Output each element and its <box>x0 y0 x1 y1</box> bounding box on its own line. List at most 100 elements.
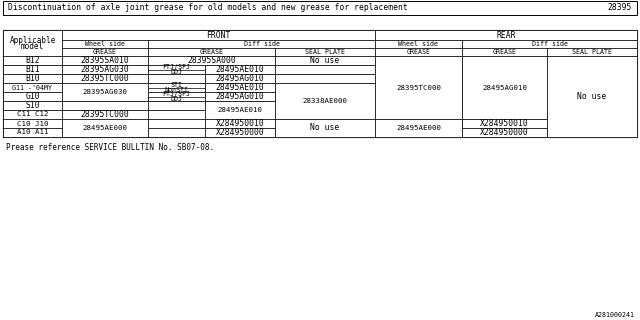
Text: G10: G10 <box>25 92 40 101</box>
Bar <box>62 56 148 65</box>
Bar <box>275 101 375 110</box>
Bar <box>547 110 637 119</box>
Bar <box>205 65 275 74</box>
Bar <box>275 83 375 92</box>
Bar <box>3 83 62 92</box>
Text: Wheel side: Wheel side <box>399 41 438 47</box>
Bar <box>3 1 637 15</box>
Text: Wheel side: Wheel side <box>85 41 125 47</box>
Bar <box>62 65 148 74</box>
Bar <box>3 119 62 128</box>
Bar <box>375 65 462 74</box>
Bar <box>375 48 462 56</box>
Bar <box>375 110 462 119</box>
Text: B11: B11 <box>25 65 40 74</box>
Text: DDJ: DDJ <box>170 96 182 102</box>
Bar <box>205 128 275 137</box>
Bar <box>62 83 148 101</box>
Bar <box>547 56 637 65</box>
Bar <box>205 119 275 128</box>
Bar <box>462 56 547 119</box>
Bar <box>275 83 375 119</box>
Bar <box>462 119 547 128</box>
Bar <box>375 128 462 137</box>
Text: 28338AE000: 28338AE000 <box>303 98 348 104</box>
Bar <box>547 128 637 137</box>
Text: B12: B12 <box>25 56 40 65</box>
Text: 28395SA000: 28395SA000 <box>187 56 236 65</box>
Text: DDJ: DDJ <box>170 69 182 75</box>
Text: X284950010: X284950010 <box>480 119 529 128</box>
Text: Discontinuation of axle joint grease for old models and new grease for replaceme: Discontinuation of axle joint grease for… <box>8 4 408 12</box>
Bar <box>62 101 148 110</box>
Text: A281000241: A281000241 <box>595 312 635 318</box>
Bar <box>275 128 375 137</box>
Bar <box>547 48 637 56</box>
Bar <box>3 110 62 119</box>
Text: Diff side: Diff side <box>243 41 280 47</box>
Text: 28395: 28395 <box>607 4 632 12</box>
Bar <box>462 110 547 119</box>
Text: 28495AE010: 28495AE010 <box>216 65 264 74</box>
Text: A10 A11: A10 A11 <box>17 130 48 135</box>
Text: 28495AG010: 28495AG010 <box>482 84 527 91</box>
Bar <box>3 56 62 65</box>
Bar <box>205 83 275 92</box>
Bar <box>275 56 375 65</box>
Bar <box>3 30 637 137</box>
Bar <box>205 101 275 119</box>
Bar <box>3 65 62 74</box>
Bar <box>148 83 205 92</box>
Bar <box>148 48 275 56</box>
Bar <box>375 56 462 119</box>
Text: REAR: REAR <box>496 30 516 39</box>
Bar <box>275 110 375 119</box>
Text: No use: No use <box>577 92 607 101</box>
Text: C11 C12: C11 C12 <box>17 111 48 117</box>
Bar <box>275 48 375 56</box>
Bar <box>375 101 462 110</box>
Bar <box>148 65 205 74</box>
Bar <box>462 40 637 48</box>
Bar <box>375 119 462 128</box>
Bar <box>148 56 275 65</box>
Bar <box>375 119 462 137</box>
Text: 28495AE000: 28495AE000 <box>83 125 127 131</box>
Bar <box>375 30 637 40</box>
Bar <box>547 56 637 137</box>
Text: GREASE: GREASE <box>93 49 117 55</box>
Bar <box>3 74 62 83</box>
Text: B10: B10 <box>25 74 40 83</box>
Bar <box>3 30 62 56</box>
Bar <box>462 65 547 74</box>
Text: 28395SA010: 28395SA010 <box>81 56 129 65</box>
Bar <box>62 48 148 56</box>
Bar <box>375 56 462 65</box>
Text: GREASE: GREASE <box>493 49 516 55</box>
Bar <box>62 40 148 48</box>
Bar <box>275 92 375 101</box>
Text: 28495AE010: 28495AE010 <box>216 83 264 92</box>
Bar <box>148 101 205 110</box>
Bar <box>375 92 462 101</box>
Bar <box>148 119 205 128</box>
Text: FTJ/SFJ: FTJ/SFJ <box>163 64 191 70</box>
Bar <box>375 74 462 83</box>
Text: GREASE: GREASE <box>200 49 223 55</box>
Text: 28495AG010: 28495AG010 <box>216 74 264 83</box>
Text: S10: S10 <box>25 101 40 110</box>
Bar <box>3 128 62 137</box>
Bar <box>62 30 375 40</box>
Bar <box>205 74 275 83</box>
Bar <box>205 92 275 101</box>
Bar <box>148 74 205 83</box>
Text: SEAL PLATE: SEAL PLATE <box>572 49 612 55</box>
Bar <box>462 83 547 92</box>
Text: C10 J10: C10 J10 <box>17 121 48 126</box>
Bar <box>375 40 462 48</box>
Text: G11 -'04MY: G11 -'04MY <box>13 84 52 91</box>
Bar <box>148 92 205 101</box>
Text: GREASE: GREASE <box>406 49 431 55</box>
Text: 28495AE000: 28495AE000 <box>396 125 441 131</box>
Text: NonSTI: NonSTI <box>164 87 189 93</box>
